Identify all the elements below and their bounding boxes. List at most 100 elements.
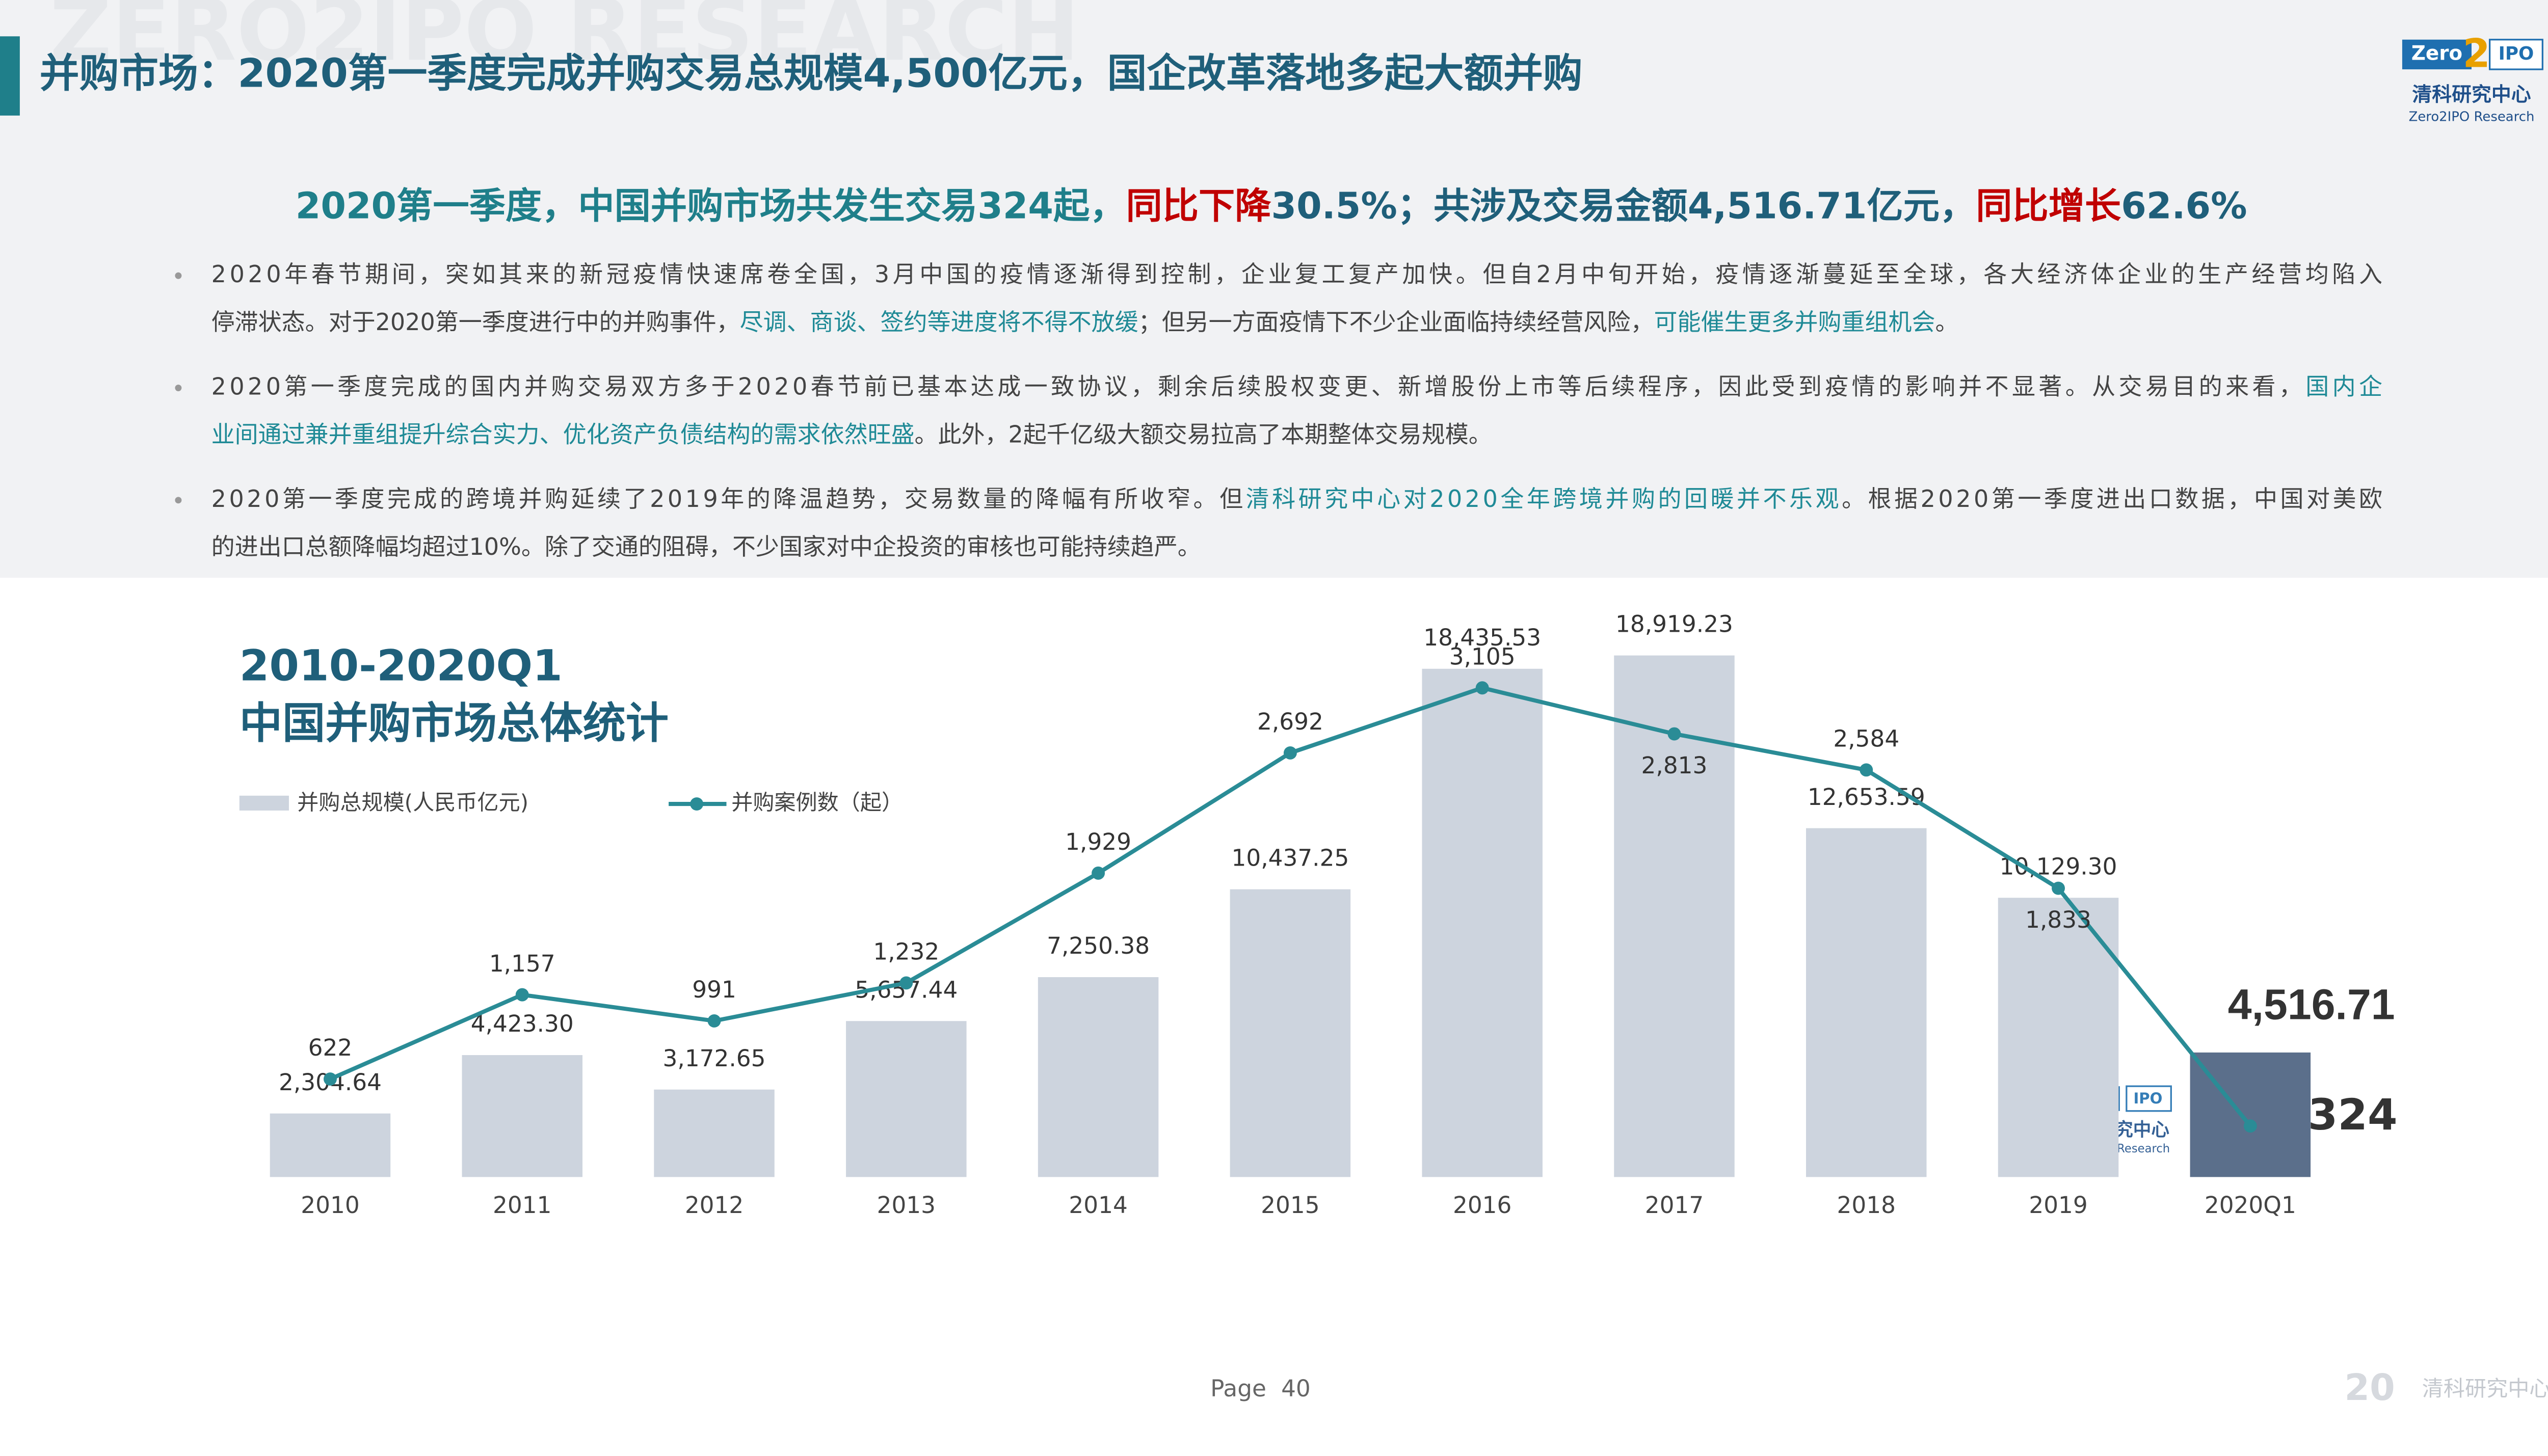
- bar-value-label: 18,919.23: [1615, 611, 1733, 638]
- text-segment: 30.5%；共涉及交易金额4,516.71亿元，: [1271, 184, 1976, 227]
- logo: Zero 2 IPO 清科研究中心 Zero2IPO Research: [2402, 31, 2543, 125]
- text-segment: 清科研究中心对2020全年跨境并购的回暖并不乐观: [1246, 484, 1839, 512]
- text-segment: 同比下降: [1126, 184, 1271, 227]
- line-point: [1667, 727, 1681, 741]
- bar: [1038, 977, 1159, 1177]
- text-segment: 2020第一季度完成的国内并购交易双方多于2020春节前已基本达成一致协议，剩余…: [211, 372, 2302, 400]
- line-value-label: 2,813: [1641, 752, 1708, 779]
- logo-two: 2: [2463, 31, 2490, 77]
- text-segment: 业间通过兼并重组提升综合实力、优化资产负债结构的需求依然旺盛: [211, 420, 915, 448]
- bullet-dot: [175, 272, 182, 279]
- text-segment: 的进出口总额降幅均超过10%。除了交通的阻碍，不少国家对中企投资的审核也可能持续…: [211, 532, 1201, 560]
- text-segment: 2020第一季度完成的跨境并购延续了2019年的降温趋势，交易数量的降幅有所收窄…: [211, 484, 1243, 512]
- line-value-label: 1,157: [489, 950, 555, 977]
- line-value-label: 3,105: [1449, 643, 1516, 670]
- text-segment: 尽调、商谈、签约等进度将不得不放缓: [740, 308, 1138, 336]
- bullet-line: 的进出口总额降幅均超过10%。除了交通的阻碍，不少国家对中企投资的审核也可能持续…: [211, 532, 1201, 560]
- text-segment: 62.6%: [2121, 184, 2247, 227]
- bar: [1230, 889, 1351, 1177]
- header-band: [0, 0, 2548, 578]
- page-label: Page: [1210, 1375, 1266, 1402]
- line-point: [2243, 1119, 2257, 1133]
- bullet-line: 业间通过兼并重组提升综合实力、优化资产负债结构的需求依然旺盛。此外，2起千亿级大…: [211, 420, 1492, 448]
- chart-title: 2010-2020Q1: [240, 640, 563, 690]
- bullet-line: 2020第一季度完成的国内并购交易双方多于2020春节前已基本达成一致协议，剩余…: [211, 372, 2382, 400]
- line-value-label: 991: [692, 976, 736, 1003]
- bullet-dot: [175, 385, 182, 391]
- x-tick-label: 2020Q1: [2205, 1192, 2296, 1219]
- bullet-dot: [175, 497, 182, 504]
- x-tick-label: 2010: [301, 1192, 359, 1219]
- text-segment: 可能催生更多并购重组机会: [1654, 308, 1935, 336]
- bullet-line: 2020年春节期间，突如其来的新冠疫情快速席卷全国，3月中国的疫情逐渐得到控制，…: [211, 260, 2382, 288]
- text-segment: 2020第一季度，中国并购市场共发生交易324起，: [296, 184, 1126, 227]
- line-point: [899, 976, 913, 990]
- line-point: [2052, 881, 2065, 895]
- bar-value-label: 7,250.38: [1047, 932, 1150, 959]
- bar: [1806, 828, 1927, 1177]
- bar: [462, 1055, 582, 1177]
- line-point: [1860, 763, 1873, 777]
- logo-ipo: IPO: [2499, 43, 2534, 64]
- x-tick-label: 2017: [1645, 1192, 1704, 1219]
- text-segment: ；但另一方面疫情下不少企业面临持续经营风险，: [1138, 308, 1654, 336]
- logo-ipo: IPO: [2133, 1090, 2162, 1107]
- logo-english: Zero2IPO Research: [2409, 110, 2535, 125]
- anniversary: 20: [2345, 1366, 2395, 1409]
- bar-value-label: 3,172.65: [663, 1045, 766, 1072]
- text-segment: 。此外，2起千亿级大额交易拉高了本期整体交易规模。: [915, 420, 1492, 448]
- slide-title: 并购市场：2020第一季度完成并购交易总规模4,500亿元，国企改革落地多起大额…: [40, 51, 1583, 97]
- bar-value-label: 18,435.53: [1423, 624, 1541, 651]
- logo-box: [2488, 39, 2543, 70]
- line-point: [707, 1014, 721, 1028]
- logo-zero: Zero: [2411, 42, 2462, 65]
- text-segment: 同比增长: [1976, 184, 2121, 227]
- title-accent: [0, 36, 20, 116]
- bar: [846, 1021, 967, 1177]
- line-value-label: 324: [2308, 1090, 2398, 1140]
- line-value-label: 1,929: [1065, 828, 1131, 855]
- x-tick-label: 2013: [877, 1192, 936, 1219]
- line-value-label: 2,692: [1257, 708, 1323, 735]
- bullet-line: 2020第一季度完成的跨境并购延续了2019年的降温趋势，交易数量的降幅有所收窄…: [211, 484, 2382, 512]
- x-tick-label: 2014: [1069, 1192, 1127, 1219]
- bullets: 2020年春节期间，突如其来的新冠疫情快速席卷全国，3月中国的疫情逐渐得到控制，…: [175, 260, 2382, 560]
- bar: [1998, 898, 2119, 1177]
- legend-swatch: [690, 797, 704, 811]
- line-point: [515, 988, 529, 1002]
- x-tick-label: 2015: [1261, 1192, 1319, 1219]
- bar: [654, 1089, 775, 1177]
- line-point: [1092, 866, 1105, 880]
- bar-value-label: 10,129.30: [2000, 853, 2117, 880]
- chart-subtitle: 中国并购市场总体统计: [240, 698, 669, 748]
- bar-value-label: 4,516.71: [2228, 981, 2395, 1029]
- x-tick-label: 2018: [1837, 1192, 1896, 1219]
- line-point: [1283, 746, 1297, 760]
- text-segment: 国内企: [2305, 372, 2382, 400]
- x-tick-label: 2019: [2029, 1192, 2087, 1219]
- legend-label: 并购案例数（起）: [731, 790, 903, 815]
- text-segment: 。: [1935, 308, 1958, 336]
- text-segment: 2020年春节期间，突如其来的新冠疫情快速席卷全国，3月中国的疫情逐渐得到控制，…: [211, 260, 2382, 288]
- line-value-label: 1,833: [2025, 906, 2091, 933]
- watermark: ZERO2IPO RESEARCH: [49, 0, 1079, 80]
- line-value-label: 622: [308, 1034, 353, 1061]
- logo-box: [2402, 39, 2472, 70]
- text-segment: 停滞状态。对于2020第一季度进行中的并购事件，: [211, 308, 740, 336]
- line-value-label: 1,232: [873, 938, 939, 965]
- brand: 清科研究中心: [2422, 1376, 2548, 1401]
- legend-swatch: [239, 795, 289, 811]
- bar: [270, 1113, 391, 1177]
- line-point: [324, 1072, 337, 1086]
- page-number: 40: [1281, 1375, 1311, 1402]
- text-segment: 。根据2020第一季度进出口数据，中国对美欧: [1842, 484, 2382, 512]
- logo-box: [2126, 1085, 2172, 1112]
- line-point: [1475, 681, 1489, 695]
- bar-value-label: 4,423.30: [471, 1010, 574, 1037]
- bar-value-label: 12,653.59: [1808, 784, 1925, 811]
- x-tick-label: 2012: [685, 1192, 744, 1219]
- legend-label: 并购总规模(人民币亿元): [297, 790, 528, 815]
- logo-name: 清科研究中心: [2412, 83, 2531, 106]
